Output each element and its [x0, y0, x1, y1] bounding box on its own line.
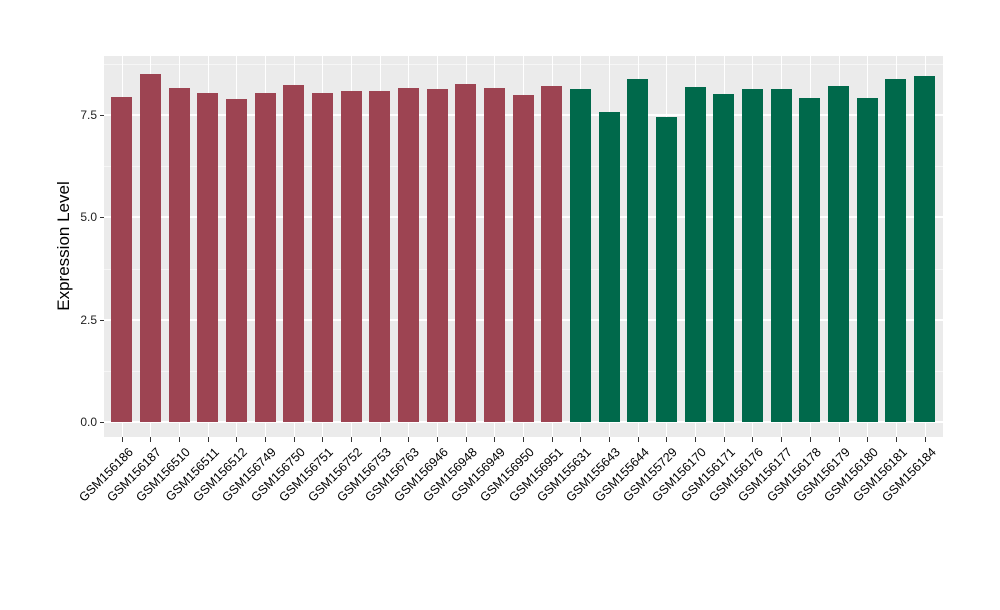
- x-tick-mark: [809, 437, 811, 442]
- y-tick-mark: [100, 422, 104, 423]
- bar-GSM156512: [225, 98, 247, 422]
- x-tick-mark: [895, 437, 897, 442]
- bar-GSM156178: [799, 97, 821, 422]
- bar-GSM156171: [713, 94, 735, 422]
- x-tick-mark: [924, 437, 926, 442]
- bar-GSM156950: [512, 94, 534, 422]
- bar-GSM155644: [627, 79, 649, 422]
- bar-GSM156177: [770, 89, 792, 422]
- bar-GSM156749: [254, 92, 276, 422]
- bar-GSM156750: [283, 84, 305, 422]
- x-tick-mark: [236, 437, 238, 442]
- x-tick-mark: [752, 437, 754, 442]
- x-tick-mark: [179, 437, 180, 442]
- bar-GSM156751: [311, 92, 333, 422]
- x-tick-mark: [666, 437, 668, 442]
- bar-GSM156948: [455, 84, 477, 422]
- bar-GSM156951: [541, 85, 563, 422]
- bar-GSM155643: [598, 111, 620, 422]
- bar-GSM156179: [828, 85, 849, 422]
- bar-GSM155729: [655, 116, 677, 422]
- x-tick-mark: [379, 437, 381, 442]
- x-tick-mark: [121, 437, 123, 442]
- bar-GSM156752: [340, 91, 362, 422]
- x-tick-mark: [637, 437, 639, 442]
- x-tick-mark: [867, 437, 869, 442]
- x-tick-mark: [322, 437, 324, 442]
- bar-GSM156949: [483, 88, 505, 422]
- x-tick-mark: [494, 437, 496, 442]
- y-tick-label: 5.0: [80, 210, 97, 225]
- bar-GSM156181: [885, 79, 907, 422]
- x-tick-mark: [408, 437, 410, 442]
- x-tick-mark: [207, 437, 209, 442]
- y-tick-mark: [100, 319, 104, 321]
- y-tick-label: 7.5: [80, 108, 97, 122]
- x-tick-mark: [723, 437, 725, 442]
- x-tick-mark: [437, 437, 439, 442]
- bar-GSM156186: [111, 96, 133, 422]
- y-tick-mark: [100, 115, 104, 116]
- bar-GSM156184: [914, 75, 935, 422]
- x-tick-mark: [523, 437, 525, 442]
- bar-GSM155631: [569, 88, 591, 422]
- x-tick-mark: [150, 437, 152, 442]
- y-tick-label: 0.0: [80, 415, 97, 429]
- x-tick-mark: [781, 437, 783, 442]
- y-tick-label: 2.5: [80, 312, 97, 327]
- bar-GSM156510: [168, 88, 190, 422]
- x-tick-mark: [551, 437, 553, 442]
- expression-bar-chart: Expression Level 0.0 2.5 5.0 7.5 GSM156186 G…: [54, 56, 943, 505]
- x-tick-mark: [580, 437, 582, 442]
- bar-GSM156946: [426, 88, 448, 422]
- plot-panel: [104, 56, 943, 437]
- bar-GSM156753: [369, 91, 391, 422]
- x-tick-mark: [695, 437, 697, 442]
- bar-GSM156180: [856, 97, 878, 422]
- x-tick-mark: [265, 437, 267, 442]
- x-tick-mark: [465, 437, 467, 442]
- x-tick-mark: [351, 437, 353, 442]
- bar-GSM156170: [684, 86, 706, 422]
- y-tick-mark: [100, 217, 104, 219]
- x-tick-mark: [838, 437, 840, 442]
- x-tick-mark: [293, 437, 295, 442]
- y-axis-title: Expression Level: [54, 181, 73, 311]
- bar-GSM156176: [741, 89, 763, 422]
- bar-GSM156187: [139, 74, 161, 422]
- bar-GSM156763: [397, 88, 419, 422]
- x-tick-mark: [609, 437, 611, 442]
- bar-GSM156511: [197, 92, 219, 422]
